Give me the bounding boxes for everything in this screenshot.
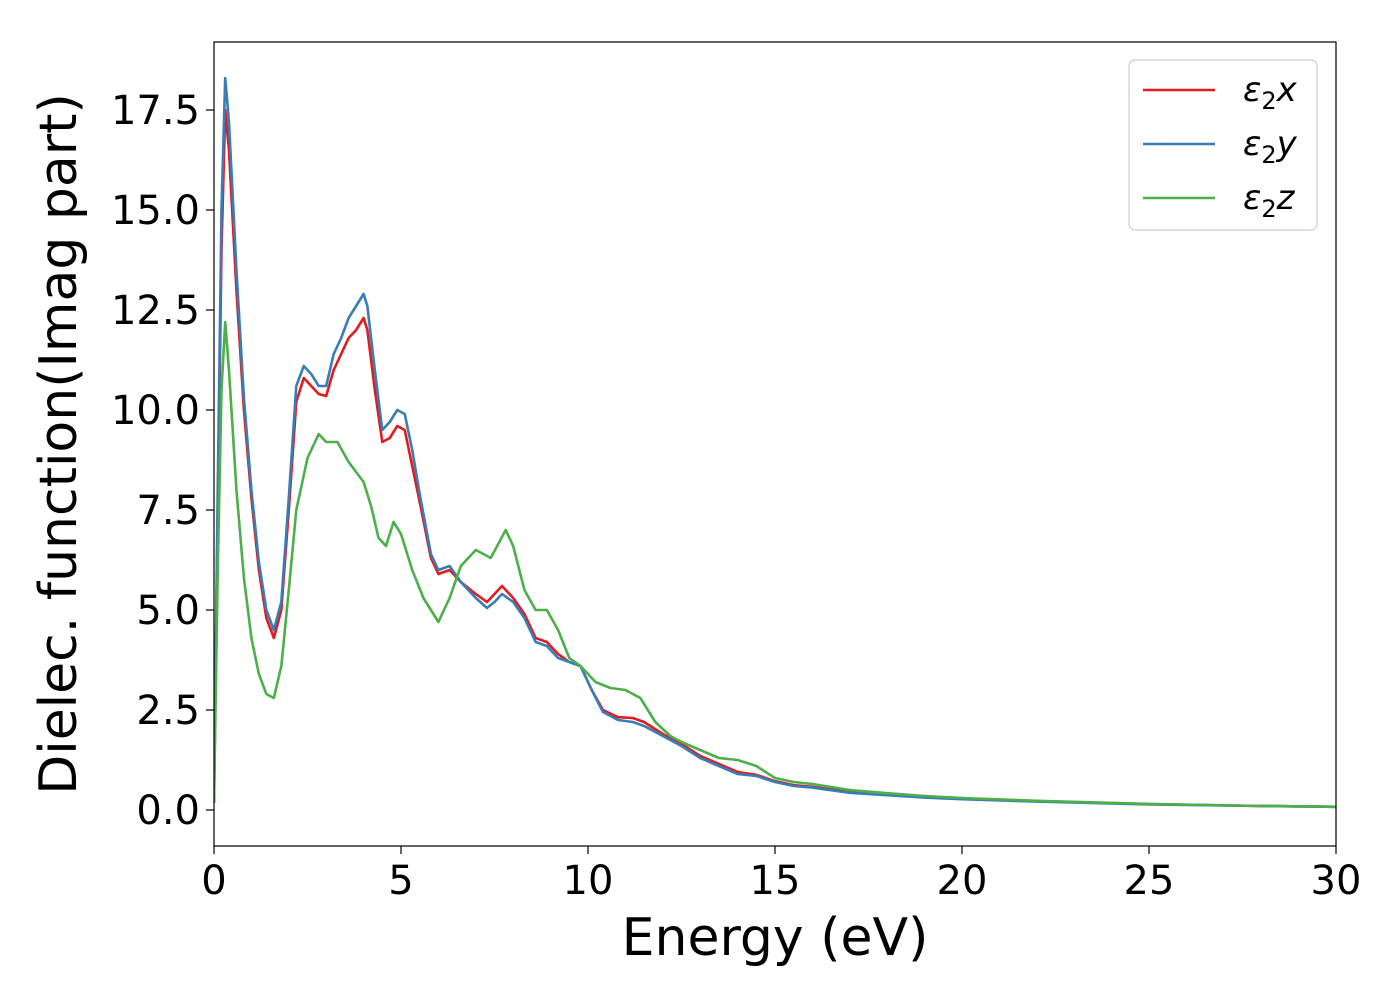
plot-area <box>213 41 1337 847</box>
x-tick-label: 5 <box>388 858 413 904</box>
x-tick-label: 30 <box>1311 858 1362 904</box>
x-tick-label: 20 <box>937 858 988 904</box>
y-axis-ticks: 0.0 2.5 5.0 7.5 10.0 12.5 15.0 17.5 <box>111 88 214 834</box>
y-tick-label: 5.0 <box>136 588 200 634</box>
x-tick-label: 15 <box>750 858 801 904</box>
legend-label: ε2y <box>1243 124 1298 169</box>
legend-label: ε2x <box>1243 70 1298 115</box>
legend-item-z: ε2z <box>1143 178 1296 223</box>
y-tick-label: 10.0 <box>111 388 200 434</box>
x-tick-label: 0 <box>201 858 226 904</box>
x-axis-ticks: 0 5 10 15 20 25 30 <box>201 846 1361 904</box>
y-tick-label: 2.5 <box>136 688 200 734</box>
legend-box <box>1128 59 1318 231</box>
legend-item-x: ε2x <box>1143 70 1298 115</box>
y-tick-label: 7.5 <box>136 488 200 534</box>
x-tick-label: 25 <box>1124 858 1175 904</box>
series-line-y <box>214 76 1336 809</box>
y-tick-label: 0.0 <box>136 788 200 834</box>
legend-label: ε2z <box>1243 178 1296 223</box>
x-axis-label: Energy (eV) <box>622 908 929 968</box>
y-axis-label: Dielec. function(Imag part) <box>29 93 89 795</box>
x-tick-label: 10 <box>563 858 614 904</box>
series-line-z <box>214 320 1336 809</box>
y-tick-label: 12.5 <box>111 288 200 334</box>
y-tick-label: 15.0 <box>111 188 200 234</box>
legend-item-y: ε2y <box>1143 124 1298 169</box>
y-tick-label: 17.5 <box>111 88 200 134</box>
legend: ε2x ε2y ε2z <box>1128 59 1318 231</box>
